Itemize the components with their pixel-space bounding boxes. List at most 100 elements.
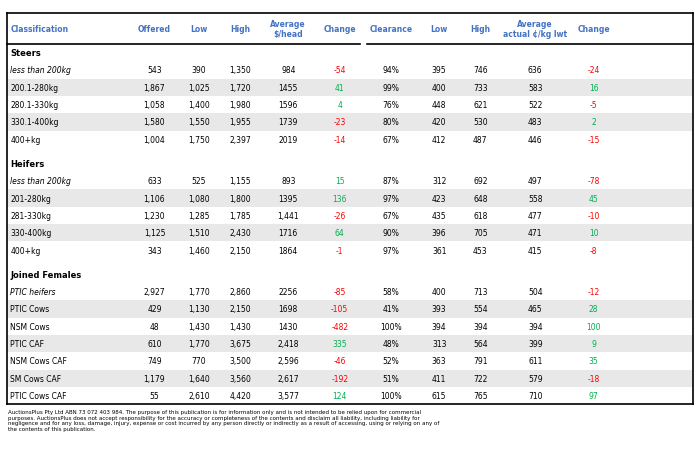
Text: 770: 770 [192,357,206,366]
Text: 100%: 100% [380,391,402,400]
Text: 3,500: 3,500 [230,357,251,366]
Text: 97%: 97% [383,194,400,203]
Text: 2,397: 2,397 [230,136,251,144]
Text: less than 200kg: less than 200kg [10,66,71,75]
Bar [7,173,693,190]
Text: 2019: 2019 [279,136,298,144]
Text: 330.1-400kg: 330.1-400kg [10,118,59,127]
Text: 446: 446 [528,136,542,144]
Text: Average
actual ¢/kg lwt: Average actual ¢/kg lwt [503,20,567,39]
Text: 564: 564 [473,339,488,349]
Text: 100%: 100% [380,322,402,331]
Text: Classification: Classification [10,25,69,34]
Text: 1,155: 1,155 [230,177,251,186]
Text: -8: -8 [590,246,597,255]
Bar [7,190,693,207]
Bar [7,148,693,156]
Text: 1,106: 1,106 [144,194,165,203]
Text: 48: 48 [150,322,160,331]
Text: 335: 335 [332,339,347,349]
Text: 579: 579 [528,374,542,383]
Text: 67%: 67% [383,212,400,220]
Bar [7,242,693,259]
Text: 58%: 58% [383,288,400,297]
Text: 713: 713 [473,288,488,297]
Text: 1739: 1739 [279,118,298,127]
Text: less than 200kg: less than 200kg [10,177,71,186]
Bar [7,266,693,283]
Text: 2,617: 2,617 [277,374,299,383]
Text: 1,441: 1,441 [277,212,299,220]
Text: 1,179: 1,179 [144,374,165,383]
Text: 692: 692 [473,177,488,186]
Text: 361: 361 [432,246,447,255]
Text: 648: 648 [473,194,488,203]
Text: 2,860: 2,860 [230,288,251,297]
Text: 400: 400 [432,288,447,297]
Text: PTIC Cows: PTIC Cows [10,305,50,314]
Text: 4,420: 4,420 [230,391,251,400]
Text: 90%: 90% [383,229,400,238]
Text: 3,577: 3,577 [277,391,299,400]
Text: 2,418: 2,418 [277,339,299,349]
Text: Low: Low [190,25,208,34]
Text: 1,640: 1,640 [188,374,210,383]
Text: 984: 984 [281,66,295,75]
Text: 1,400: 1,400 [188,101,210,110]
Text: 1,130: 1,130 [188,305,210,314]
Text: 610: 610 [147,339,162,349]
Text: 746: 746 [473,66,488,75]
Text: 477: 477 [528,212,542,220]
Text: -10: -10 [587,212,600,220]
Text: 2,430: 2,430 [230,229,251,238]
Bar [7,14,693,45]
Text: 1,510: 1,510 [188,229,210,238]
Bar [7,301,693,318]
Text: 1,770: 1,770 [188,339,210,349]
Text: 1,058: 1,058 [144,101,165,110]
Text: 465: 465 [528,305,542,314]
Text: 1864: 1864 [279,246,298,255]
Text: 448: 448 [432,101,447,110]
Text: 483: 483 [528,118,542,127]
Text: 1,125: 1,125 [144,229,165,238]
Text: 97%: 97% [383,246,400,255]
Text: 1,720: 1,720 [230,84,251,92]
Text: 124: 124 [332,391,347,400]
Text: Change: Change [323,25,356,34]
Text: 330-400kg: 330-400kg [10,229,52,238]
Text: 1,550: 1,550 [188,118,210,127]
Text: SM Cows CAF: SM Cows CAF [10,374,62,383]
Bar [7,353,693,370]
Text: -105: -105 [331,305,349,314]
Text: 80%: 80% [383,118,400,127]
Text: 2,150: 2,150 [230,246,251,255]
Text: 471: 471 [528,229,542,238]
Text: 1,750: 1,750 [188,136,210,144]
Text: 400+kg: 400+kg [10,246,41,255]
Text: 1596: 1596 [279,101,298,110]
Text: 1,867: 1,867 [144,84,165,92]
Text: 791: 791 [473,357,488,366]
Text: 583: 583 [528,84,542,92]
Text: -78: -78 [587,177,600,186]
Text: 1,430: 1,430 [230,322,251,331]
Text: 76%: 76% [383,101,400,110]
Text: 100: 100 [587,322,601,331]
Text: 400+kg: 400+kg [10,136,41,144]
Bar [7,156,693,173]
Text: 611: 611 [528,357,542,366]
Text: 497: 497 [528,177,542,186]
Text: 312: 312 [432,177,447,186]
Text: 710: 710 [528,391,542,400]
Bar [7,387,693,404]
Bar [7,131,693,148]
Text: 423: 423 [432,194,447,203]
Text: 1,004: 1,004 [144,136,165,144]
Text: 136: 136 [332,194,347,203]
Bar [7,96,693,114]
Text: Steers: Steers [10,49,41,58]
Text: 16: 16 [589,84,598,92]
Text: 1,460: 1,460 [188,246,210,255]
Text: 522: 522 [528,101,542,110]
